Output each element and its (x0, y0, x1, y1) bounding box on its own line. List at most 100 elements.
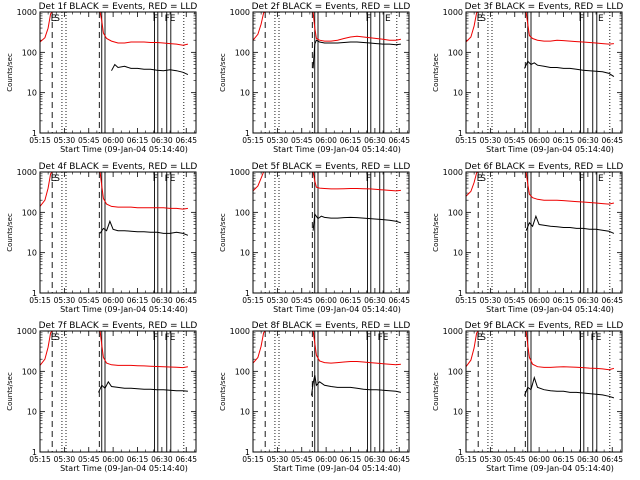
y-tick-label: 100 (22, 208, 37, 217)
y-tick-label: 1 (458, 448, 463, 457)
y-tick-label: 1000 (443, 8, 463, 17)
panel-det-1: Det 1f BLACK = Events, RED = LLD Counts/s… (6, 2, 197, 154)
panel-det-2: Det 2f BLACK = Events, RED = LLD Counts/s… (219, 2, 410, 154)
x-tick-label: 06:00 (315, 296, 337, 305)
plot-frame (252, 330, 410, 453)
marker-s: S (480, 174, 486, 184)
marker-s: S (480, 14, 486, 24)
x-tick-label: 06:30 (577, 296, 599, 305)
x-tick-label: 05:45 (291, 296, 313, 305)
events-series-line (524, 375, 615, 399)
y-tick-label: 10 (240, 249, 250, 258)
events-series-line (99, 219, 189, 236)
x-tick-label: 06:45 (388, 296, 410, 305)
x-tick-label: 06:00 (528, 296, 550, 305)
panel-title: Det 1f BLACK = Events, RED = LLD (39, 2, 198, 12)
y-tick-label: 10 (27, 408, 37, 417)
marker-s: S (54, 333, 60, 343)
series-group (253, 331, 402, 396)
x-tick-label: 06:45 (601, 136, 623, 145)
series-group (253, 172, 402, 231)
y-tick-label: 1 (245, 448, 250, 457)
x-tick-label: 05:15 (29, 296, 51, 305)
marker-e: E (51, 174, 57, 184)
x-tick-label: 06:00 (315, 136, 337, 145)
annotation-f: F (366, 14, 371, 24)
x-tick-label: 05:15 (29, 455, 51, 464)
plot-frame (39, 330, 197, 453)
x-tick-label: 06:00 (315, 455, 337, 464)
plot-frame (252, 11, 410, 134)
x-tick-label: 05:30 (267, 455, 289, 464)
events-series-line (311, 375, 402, 396)
events-series-line (525, 214, 615, 234)
y-tick-label: 1000 (443, 168, 463, 177)
series-group (253, 12, 401, 69)
lld-series-line (40, 12, 189, 46)
y-tick-label: 10 (240, 89, 250, 98)
reference-lines (477, 331, 611, 452)
events-series-line (98, 380, 188, 393)
y-tick-label: 100 (22, 48, 37, 57)
x-tick-label: 05:45 (504, 455, 526, 464)
x-tick-label: 05:30 (267, 296, 289, 305)
x-tick-label: 05:30 (54, 455, 76, 464)
reference-lines (477, 12, 611, 133)
reference-lines (264, 172, 398, 293)
x-tick-label: 05:45 (504, 296, 526, 305)
x-tick-label: 06:45 (601, 296, 623, 305)
annotation-e: E (598, 14, 604, 24)
x-tick-label: 05:15 (455, 136, 477, 145)
x-tick-label: 06:45 (175, 455, 197, 464)
y-tick-label: 1 (458, 129, 463, 138)
x-tick-label: 05:45 (78, 296, 100, 305)
annotation-f: F (153, 333, 158, 343)
lld-series-line (40, 331, 188, 369)
x-tick-label: 05:30 (480, 296, 502, 305)
x-tick-label: 06:00 (528, 455, 550, 464)
x-tick-label: 05:30 (267, 136, 289, 145)
y-tick-label: 1 (32, 129, 37, 138)
x-tick-label: 06:45 (601, 455, 623, 464)
y-tick-label: 10 (453, 89, 463, 98)
x-tick-label: 06:45 (388, 136, 410, 145)
y-tick-label: 1 (245, 289, 250, 298)
x-tick-label: 06:45 (388, 455, 410, 464)
x-tick-label: 06:30 (151, 455, 173, 464)
y-tick-label: 1000 (230, 168, 250, 177)
y-tick-label: 100 (448, 208, 463, 217)
y-tick-label: 1000 (230, 8, 250, 17)
annotation-f: F (579, 333, 584, 343)
x-tick-label: 06:30 (364, 136, 386, 145)
y-tick-label: 10 (453, 249, 463, 258)
x-tick-label: 05:30 (54, 136, 76, 145)
x-axis-title: Start Time (09-Jan-04 05:14:40) (273, 145, 401, 154)
y-axis-title: Counts/sec (432, 213, 440, 252)
annotation-f: F (153, 14, 158, 24)
plot-frame (39, 11, 197, 134)
y-tick-label: 100 (448, 367, 463, 376)
annotation-f: F (579, 174, 584, 184)
y-tick-label: 1 (32, 448, 37, 457)
x-tick-label: 05:30 (480, 136, 502, 145)
x-tick-label: 05:30 (480, 455, 502, 464)
series-group (40, 12, 189, 76)
y-tick-label: 1 (245, 129, 250, 138)
y-tick-label: 10 (27, 249, 37, 258)
y-tick-label: 100 (22, 367, 37, 376)
marker-s: S (480, 333, 486, 343)
x-tick-label: 06:00 (528, 136, 550, 145)
x-tick-label: 06:15 (340, 455, 362, 464)
x-tick-label: 06:30 (364, 455, 386, 464)
x-tick-label: 05:45 (291, 136, 313, 145)
x-tick-label: 06:30 (577, 136, 599, 145)
x-axis-title: Start Time (09-Jan-04 05:14:40) (60, 464, 188, 473)
x-tick-label: 06:15 (553, 296, 575, 305)
lld-series-line (466, 331, 615, 371)
y-tick-label: 10 (240, 408, 250, 417)
annotation-f: F (153, 174, 158, 184)
events-series-line (312, 39, 401, 69)
x-axis-title: Start Time (09-Jan-04 05:14:40) (486, 305, 614, 314)
panel-det-6: Det 6f BLACK = Events, RED = LLD Counts/s… (432, 162, 623, 314)
annotation-fe: FE (165, 174, 176, 184)
